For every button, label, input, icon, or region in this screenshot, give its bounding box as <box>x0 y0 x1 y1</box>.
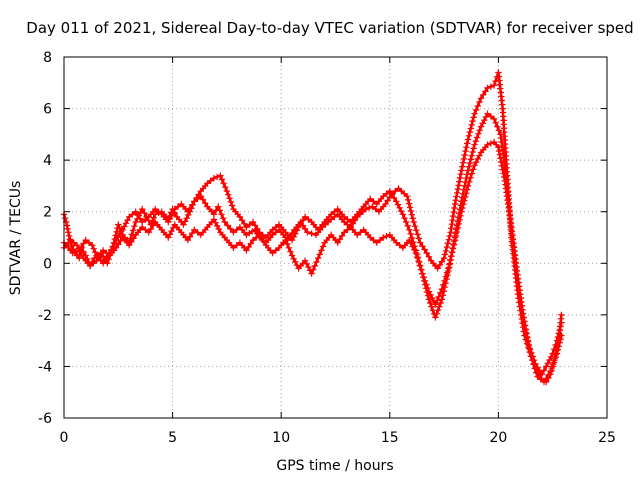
y-tick-label: -6 <box>38 411 52 427</box>
y-tick-label: 8 <box>43 50 52 66</box>
x-axis-label: GPS time / hours <box>276 458 393 474</box>
chart-title: Day 011 of 2021, Sidereal Day-to-day VTE… <box>26 19 633 37</box>
y-tick-label: -4 <box>38 359 52 375</box>
series-track-2-markers <box>60 110 565 378</box>
x-tick-label: 25 <box>598 430 616 446</box>
series-track-2-plus-markers <box>60 110 565 378</box>
y-tick-label: 0 <box>43 256 52 272</box>
y-tick-label: -2 <box>38 308 52 324</box>
series-track-3-plus-markers <box>60 138 565 386</box>
series-track-2-line <box>62 112 563 376</box>
y-tick-label: 2 <box>43 205 52 221</box>
y-tick-label: 4 <box>43 153 52 169</box>
axis-ticks: 0 5 10 15 20 25 -6 -4 -2 0 2 4 6 8 <box>38 50 616 446</box>
x-tick-label: 20 <box>489 430 507 446</box>
data-series <box>60 69 565 386</box>
x-tick-label: 10 <box>272 430 290 446</box>
series-track-3-line <box>62 140 563 384</box>
plot-frame <box>63 56 608 419</box>
y-tick-label: 6 <box>43 102 52 118</box>
y-axis-label: SDTVAR / TECUs <box>8 181 24 296</box>
x-tick-label: 5 <box>168 430 177 446</box>
x-tick-label: 0 <box>60 430 69 446</box>
x-tick-label: 15 <box>381 430 399 446</box>
series-track-3-markers <box>60 138 565 386</box>
series-track-1-line <box>62 71 563 384</box>
